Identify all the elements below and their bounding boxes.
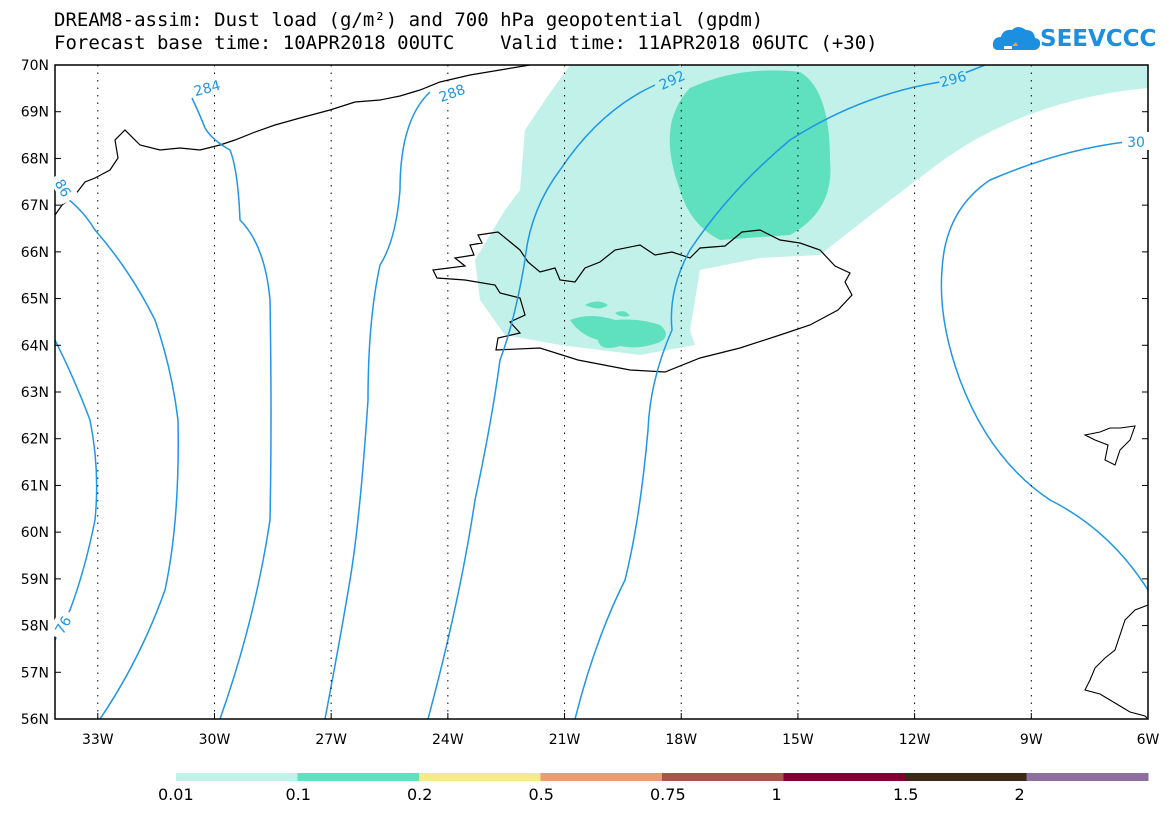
contour-label: 30 [1127,135,1145,151]
greenland-coastline [55,65,531,216]
lon-label: 12W [899,732,931,748]
lat-label: 56N [21,712,49,728]
faroe-islands-coastline [1083,425,1136,466]
lon-label: 24W [432,732,464,748]
contour-label-bg [936,65,969,91]
colorbar-label: 0.75 [650,785,686,804]
lat-label: 63N [21,385,49,401]
colorbar-swatch [176,773,298,781]
colorbar-swatch [1026,773,1149,781]
dust-load-patch-small [585,301,630,317]
colorbar-label: 0.1 [285,785,311,804]
colorbar-swatch [419,773,541,781]
lat-label: 65N [21,292,49,308]
lat-label: 66N [21,245,49,261]
contour-300 [940,141,1148,591]
lon-label: 15W [782,732,814,748]
lat-label: 61N [21,478,49,494]
contour-288 [324,91,431,719]
lat-label: 68N [21,151,49,167]
longitude-labels: 33W 30W 27W 24W 21W 18W 15W 12W 9W 6W [82,713,1160,748]
contour-296 [574,65,986,719]
contour-label-bg [49,170,79,205]
contour-284 [191,97,272,719]
contour-292 [427,84,656,719]
colorbar-label: 0.5 [528,785,554,804]
contour-label: 76 [52,614,75,638]
contour-label-bg [47,607,77,642]
contour-label-bg [435,78,468,106]
contour-label: 296 [938,69,968,91]
map-title-line-2: Forecast base time: 10APR2018 00UTC Vali… [54,32,878,54]
colorbar-label: 1.5 [893,785,919,804]
lon-label: 33W [82,732,114,748]
contour-280 [55,189,179,719]
latitude-labels: 70N 69N 68N 67N 66N 65N 64N 63N 62N 61N 60N 59N 58N 5… [21,58,1148,728]
colorbar-swatch [297,773,420,781]
lon-label: 6W [1137,732,1160,748]
lat-label: 67N [21,198,49,214]
contour-label-bg [655,65,689,94]
lon-label: 18W [665,732,697,748]
geopotential-contours [55,65,1148,719]
map-title-line-1: DREAM8-assim: Dust load (g/m²) and 700 h… [54,9,764,31]
dust-load-patch [570,316,666,348]
scotland-coastline [1084,604,1148,719]
colorbar-swatch [905,773,1027,781]
colorbar-swatch [662,773,784,781]
contour-label-bg [190,74,223,100]
lat-label: 59N [21,572,49,588]
contour-label: 86 [51,177,74,201]
lon-label: 21W [549,732,581,748]
colorbar-label: 2 [1014,785,1025,804]
colorbar-swatch [540,773,663,781]
colorbar-label: 1 [771,785,782,804]
lon-label: 27W [315,732,347,748]
colorbar [176,773,1149,781]
lat-label: 60N [21,525,49,541]
colorbar-label: 0.01 [158,785,194,804]
map-plot-area [55,65,1148,719]
lat-label: 62N [21,432,49,448]
contour-label-bg [1122,132,1150,150]
colorbar-swatch [783,773,906,781]
lat-label: 58N [21,619,49,635]
colorbar-label: 0.2 [407,785,433,804]
lon-label: 9W [1020,732,1043,748]
iceland-coastline [432,229,853,373]
contour-label: 284 [192,78,222,100]
lon-label: 30W [199,732,231,748]
dust-load-region-mid [669,70,831,240]
logo-text: SEEVCCC [1040,26,1157,52]
lat-label: 57N [21,665,49,681]
lat-label: 70N [21,58,49,74]
lat-label: 64N [21,338,49,354]
cloud-icon [992,27,1041,50]
lat-label: 69N [21,105,49,121]
